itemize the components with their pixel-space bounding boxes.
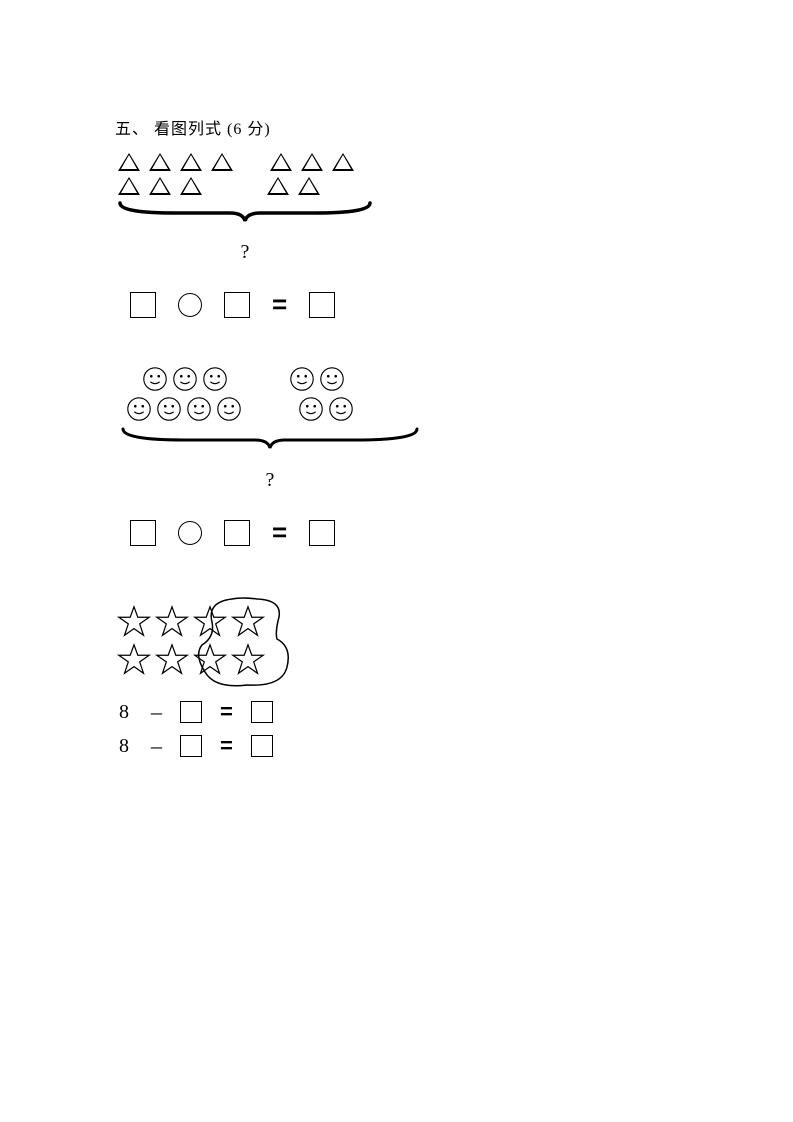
smiley-icon	[141, 365, 169, 393]
triangle-icon	[270, 153, 292, 171]
star-icon	[229, 641, 267, 679]
section-title: 五、 看图列式 (6 分)	[115, 115, 675, 139]
answer-box[interactable]	[180, 701, 202, 723]
smiley-row-2	[125, 395, 675, 423]
equals-sign: =	[220, 699, 233, 725]
star-icon	[191, 641, 229, 679]
answer-box[interactable]	[130, 292, 156, 318]
answer-box[interactable]	[180, 735, 202, 757]
equation-3a: 8 – =	[119, 699, 675, 725]
minus-sign: –	[151, 733, 162, 759]
operator-box[interactable]	[178, 293, 202, 317]
smiley-icon	[297, 395, 325, 423]
smiley-icon	[125, 395, 153, 423]
smiley-icon	[215, 395, 243, 423]
equals-sign: =	[220, 733, 233, 759]
answer-box[interactable]	[251, 701, 273, 723]
star-icon	[115, 603, 153, 641]
triangle-icon	[149, 177, 171, 195]
smiley-icon	[185, 395, 213, 423]
smiley-icon	[288, 365, 316, 393]
answer-box[interactable]	[309, 292, 335, 318]
equals-sign: =	[272, 289, 287, 320]
triangle-icon	[118, 153, 140, 171]
smiley-icon	[318, 365, 346, 393]
answer-box[interactable]	[309, 520, 335, 546]
operator-box[interactable]	[178, 521, 202, 545]
star-icon	[115, 641, 153, 679]
answer-box[interactable]	[251, 735, 273, 757]
star-row-2	[115, 641, 295, 679]
star-row-1	[115, 603, 295, 641]
question-mark: ?	[115, 469, 425, 492]
triangle-icon	[211, 153, 233, 171]
equals-sign: =	[272, 517, 287, 548]
star-icon	[153, 603, 191, 641]
triangle-icon	[301, 153, 323, 171]
equation-1: =	[130, 289, 675, 320]
triangle-row-2	[115, 175, 675, 197]
number-8: 8	[119, 701, 133, 724]
triangle-icon	[149, 153, 171, 171]
star-icon	[191, 603, 229, 641]
answer-box[interactable]	[224, 520, 250, 546]
smiley-icon	[155, 395, 183, 423]
smiley-row-1	[141, 365, 675, 393]
brace-icon	[115, 425, 425, 451]
smiley-icon	[201, 365, 229, 393]
triangle-icon	[118, 177, 140, 195]
smiley-icon	[327, 395, 355, 423]
triangle-icon	[180, 177, 202, 195]
problem-3: 8 – = 8 – =	[115, 603, 675, 759]
triangle-icon	[332, 153, 354, 171]
star-icon	[153, 641, 191, 679]
smiley-icon	[171, 365, 199, 393]
answer-box[interactable]	[224, 292, 250, 318]
equation-3b: 8 – =	[119, 733, 675, 759]
number-8: 8	[119, 735, 133, 758]
problem-2: ? =	[115, 365, 675, 548]
triangle-icon	[298, 177, 320, 195]
answer-box[interactable]	[130, 520, 156, 546]
triangle-icon	[180, 153, 202, 171]
equation-2: =	[130, 517, 675, 548]
triangle-icon	[267, 177, 289, 195]
star-icon	[229, 603, 267, 641]
problem-1: ? =	[115, 151, 675, 320]
triangle-row-1	[115, 151, 675, 173]
brace-icon	[115, 199, 375, 223]
question-mark: ?	[115, 241, 375, 264]
minus-sign: –	[151, 699, 162, 725]
